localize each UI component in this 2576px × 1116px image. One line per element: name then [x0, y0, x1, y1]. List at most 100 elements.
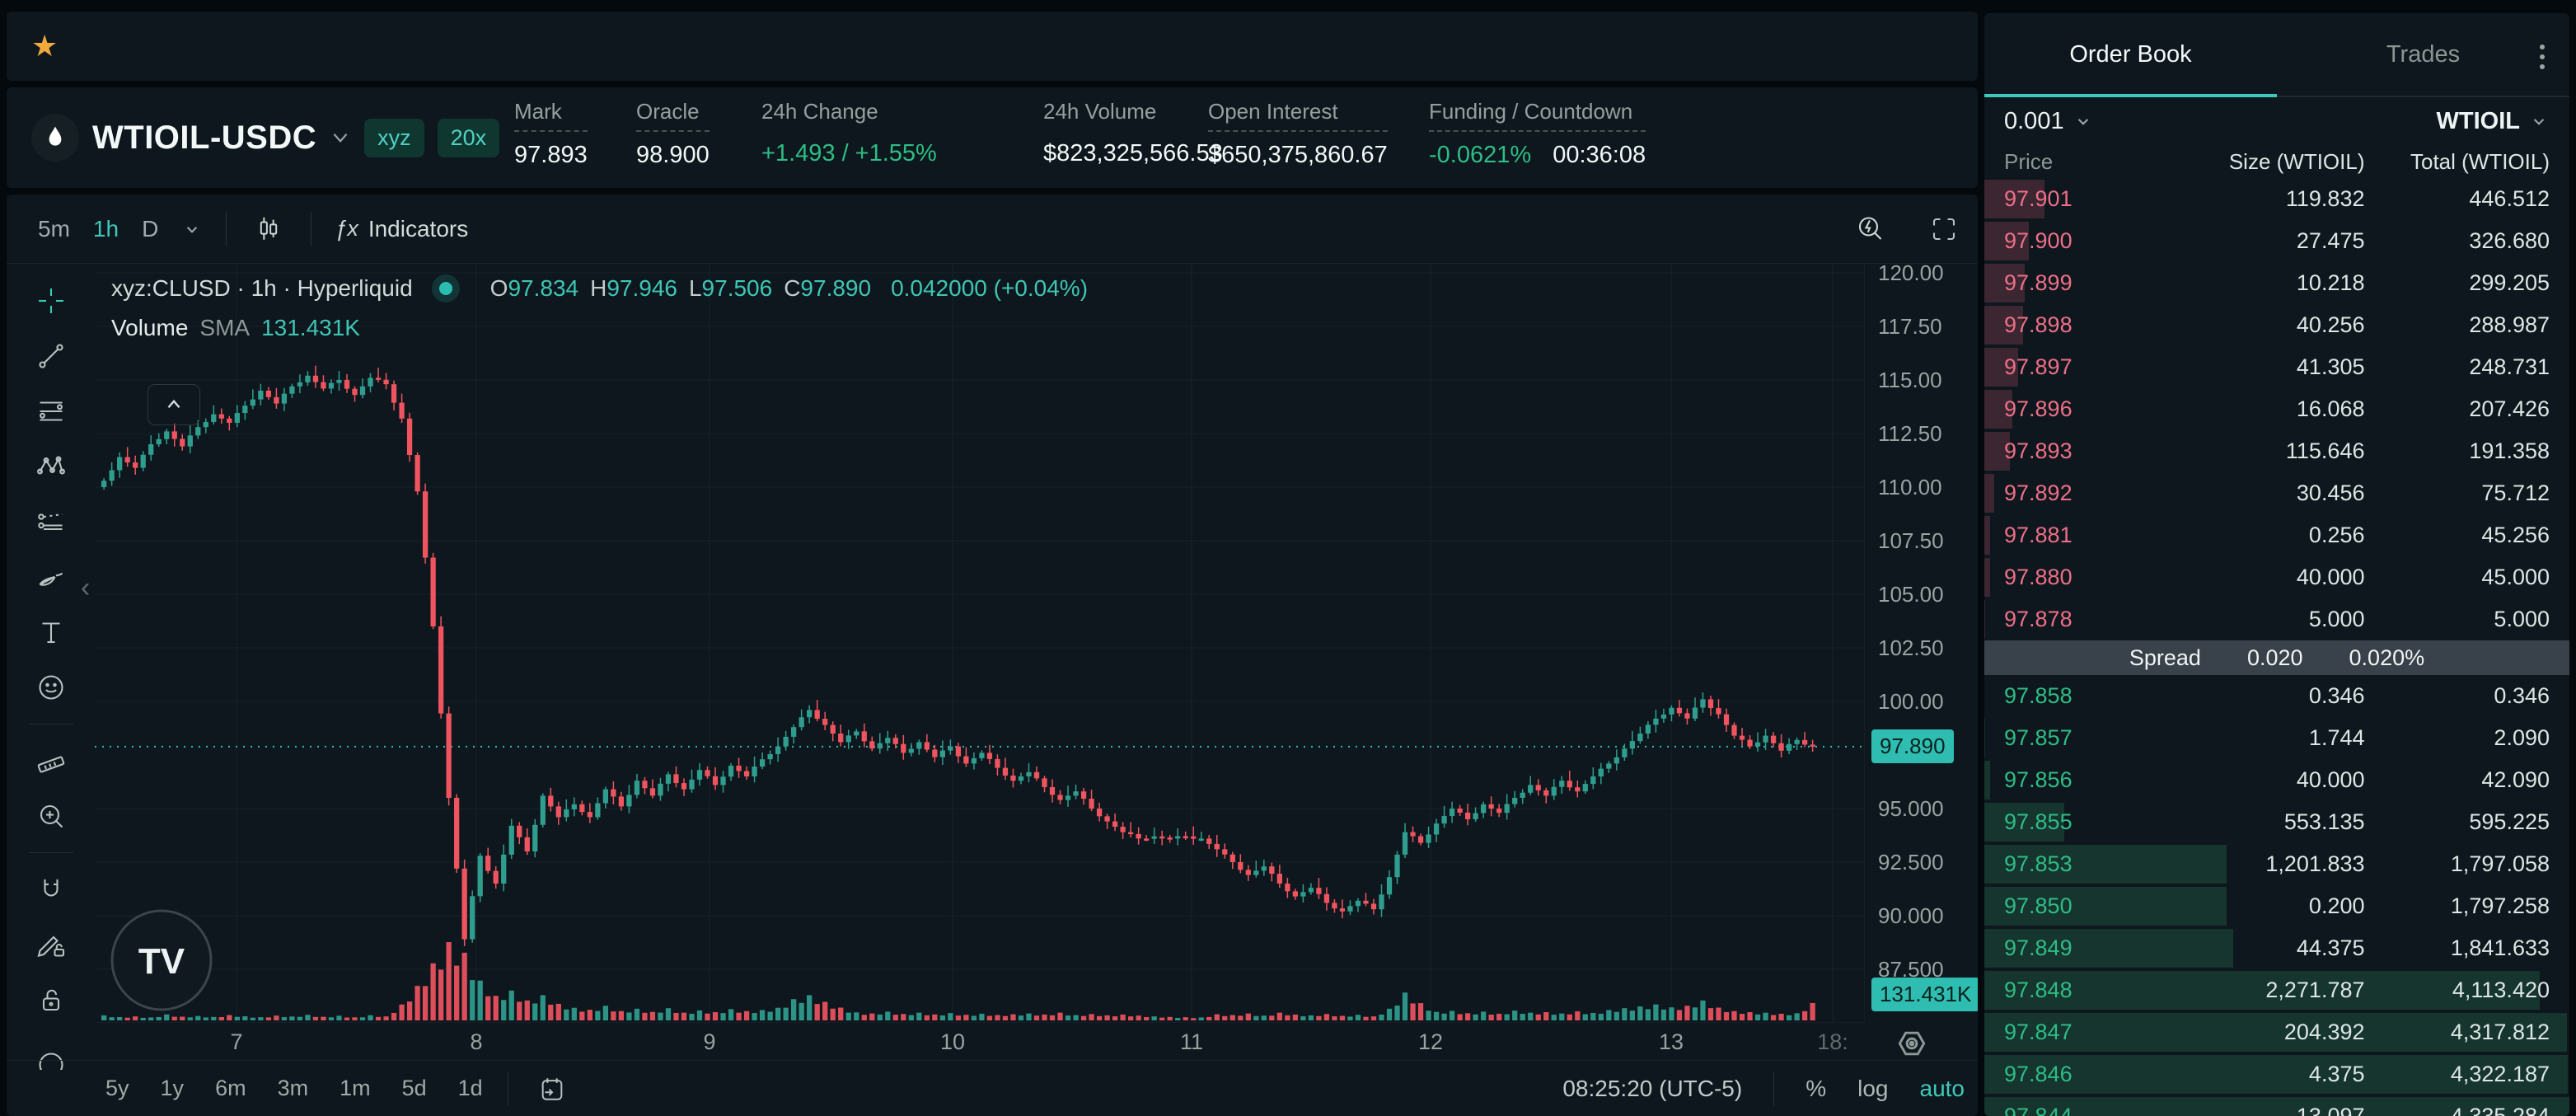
range-5d[interactable]: 5d: [401, 1076, 427, 1100]
total-cell: 326.680: [2469, 228, 2550, 253]
range-1m[interactable]: 1m: [340, 1076, 371, 1100]
legend-title[interactable]: xyz:CLUSD · 1h · Hyperliquid: [111, 275, 413, 301]
draw-lock-icon[interactable]: [32, 926, 70, 964]
measure-ruler-icon[interactable]: [32, 742, 70, 780]
total-cell: 5.000: [2494, 607, 2550, 631]
projection-icon[interactable]: [32, 503, 70, 541]
more-menu-icon[interactable]: [2532, 45, 2553, 69]
interval-1h[interactable]: 1h: [92, 215, 119, 241]
chart-plot-area[interactable]: TV xyz:CLUSD · 1h · Hyperliquid O97.834 H…: [95, 264, 1864, 1022]
bid-row[interactable]: 97.850 0.200 1,797.258: [1984, 885, 2569, 927]
ask-row[interactable]: 97.880 40.000 45.000: [1984, 556, 2569, 598]
tab-order-book[interactable]: Order Book: [1984, 13, 2277, 97]
legend-collapse-button[interactable]: [148, 384, 200, 425]
price-cell: 97.849: [2004, 935, 2073, 960]
fullscreen-icon[interactable]: [1925, 210, 1963, 248]
ask-row[interactable]: 97.892 30.456 75.712: [1984, 472, 2569, 514]
trend-line-icon[interactable]: [32, 337, 70, 375]
ask-row[interactable]: 97.898 40.256 288.987: [1984, 304, 2569, 346]
bid-row[interactable]: 97.853 1,201.833 1,797.058: [1984, 843, 2569, 885]
size-cell: 1,201.833: [2265, 851, 2365, 876]
interval-chevron-down-icon[interactable]: [181, 218, 203, 240]
ask-row[interactable]: 97.896 16.068 207.426: [1984, 388, 2569, 430]
bid-row[interactable]: 97.858 0.346 0.346: [1984, 675, 2569, 717]
total-cell: 45.000: [2481, 565, 2550, 589]
time-axis[interactable]: 7 8 9 10 11 12 13 18:: [95, 1022, 1864, 1060]
ask-row[interactable]: 97.893 115.646 191.358: [1984, 430, 2569, 472]
range-1y[interactable]: 1y: [160, 1076, 185, 1100]
chevron-down-icon: [2077, 119, 2088, 125]
indicators-label: Indicators: [368, 215, 469, 241]
scale-percent-button[interactable]: %: [1806, 1075, 1827, 1101]
total-cell: 1,797.058: [2450, 851, 2550, 876]
bid-row[interactable]: 97.856 40.000 42.090: [1984, 759, 2569, 801]
time-tick: 12: [1417, 1029, 1444, 1054]
zoom-in-icon[interactable]: [32, 797, 70, 835]
spread-label: Spread: [2129, 645, 2201, 670]
brush-icon[interactable]: [32, 558, 70, 596]
bid-row[interactable]: 97.848 2,271.787 4,113.420: [1984, 969, 2569, 1011]
text-tool-icon[interactable]: [32, 613, 70, 651]
volume-label[interactable]: Volume: [111, 315, 189, 340]
stat-label: 24h Change: [761, 99, 878, 124]
ask-row[interactable]: 97.900 27.475 326.680: [1984, 220, 2569, 262]
bid-row[interactable]: 97.849 44.375 1,841.633: [1984, 927, 2569, 969]
ask-row[interactable]: 97.897 41.305 248.731: [1984, 346, 2569, 388]
bid-row[interactable]: 97.844 13.097 4,335.284: [1984, 1095, 2569, 1116]
size-cell: 40.000: [2296, 767, 2365, 792]
fib-retracement-icon[interactable]: [32, 392, 70, 430]
axis-settings-icon[interactable]: [1894, 1025, 1930, 1066]
favorite-star-icon[interactable]: ★: [31, 29, 59, 63]
col-size: Size (WTIOIL): [2228, 148, 2365, 174]
ask-row[interactable]: 97.878 5.000 5.000: [1984, 598, 2569, 640]
xabcd-pattern-icon[interactable]: [32, 448, 70, 485]
stat-open-interest: Open Interest $650,375,860.67: [1208, 99, 1388, 169]
range-5y[interactable]: 5y: [105, 1076, 129, 1100]
time-tick: 10: [939, 1029, 966, 1054]
clock-timezone[interactable]: 08:25:20 (UTC-5): [1562, 1075, 1743, 1101]
range-6m[interactable]: 6m: [215, 1076, 246, 1100]
price-cell: 97.847: [2004, 1020, 2073, 1044]
go-to-date-icon[interactable]: [533, 1070, 571, 1108]
lock-all-icon[interactable]: [32, 981, 70, 1019]
total-cell: 2.090: [2494, 725, 2550, 750]
interval-5m[interactable]: 5m: [38, 215, 70, 241]
time-tick: 9: [703, 1029, 716, 1054]
chart-type-candles-icon[interactable]: [250, 210, 288, 248]
bid-row[interactable]: 97.855 553.135 595.225: [1984, 801, 2569, 843]
indicators-button[interactable]: ƒx Indicators: [335, 216, 468, 242]
size-cell: 553.135: [2283, 809, 2365, 834]
hide-drawings-icon[interactable]: [32, 1036, 70, 1074]
scale-auto-button[interactable]: auto: [1919, 1075, 1965, 1101]
quick-search-icon[interactable]: [1851, 210, 1889, 248]
interval-1d[interactable]: D: [142, 215, 159, 241]
bid-row[interactable]: 97.846 4.375 4,322.187: [1984, 1053, 2569, 1095]
tick-size-select[interactable]: 0.001: [2004, 108, 2094, 135]
bid-row[interactable]: 97.857 1.744 2.090: [1984, 717, 2569, 759]
ask-row[interactable]: 97.899 10.218 299.205: [1984, 262, 2569, 304]
emoji-icon[interactable]: [32, 668, 70, 706]
scale-log-button[interactable]: log: [1857, 1075, 1889, 1101]
price-cell: 97.899: [2004, 270, 2073, 295]
size-cell: 40.000: [2296, 565, 2365, 589]
price-cell: 97.892: [2004, 481, 2073, 505]
price-cell: 97.844: [2004, 1104, 2073, 1116]
range-3m[interactable]: 3m: [277, 1076, 309, 1100]
price-axis[interactable]: 120.00 117.50 115.00 112.50 110.00 107.50 105.…: [1864, 260, 1978, 1022]
unit-select[interactable]: WTIOIL: [2437, 108, 2550, 135]
chevron-down-icon: [2533, 119, 2545, 125]
ask-row[interactable]: 97.881 0.256 45.256: [1984, 514, 2569, 556]
stat-value: $823,325,566.53: [1043, 140, 1223, 166]
tab-trades[interactable]: Trades: [2386, 40, 2461, 68]
svg-text:TV: TV: [138, 941, 185, 982]
stat-funding-countdown: Funding / Countdown -0.0621% 00:36:08: [1429, 99, 1646, 169]
crosshair-icon[interactable]: [32, 282, 70, 320]
ask-row[interactable]: 97.901 119.832 446.512: [1984, 178, 2569, 220]
depth-bar: [1984, 222, 2029, 260]
range-1d[interactable]: 1d: [457, 1076, 483, 1100]
favorites-bar: ★: [7, 12, 1978, 81]
collapse-toolbar-arrow[interactable]: ‹: [81, 572, 91, 603]
bid-row[interactable]: 97.847 204.392 4,317.812: [1984, 1011, 2569, 1053]
symbol-selector[interactable]: WTIOIL-USDC xyz 20x: [31, 87, 500, 188]
magnet-icon[interactable]: [32, 870, 70, 908]
